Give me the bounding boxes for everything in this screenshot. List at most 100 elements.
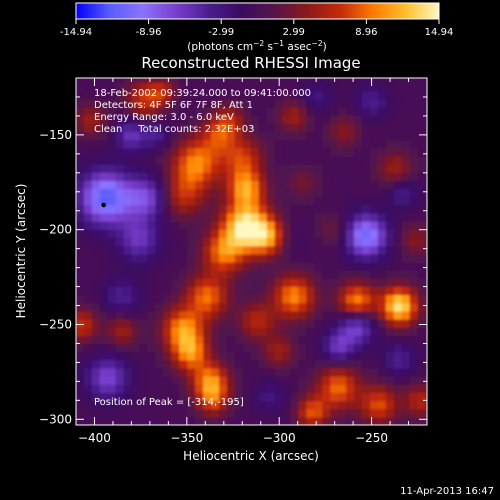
heatmap-cell — [274, 376, 284, 385]
heatmap-cell — [393, 107, 403, 116]
heatmap-cell — [107, 123, 117, 133]
heatmap-cell — [409, 221, 419, 230]
heatmap-cell — [314, 188, 323, 198]
heatmap-cell — [83, 327, 93, 336]
heatmap-cell — [338, 335, 347, 345]
heatmap-cell — [346, 392, 355, 402]
heatmap-cell — [155, 359, 164, 369]
heatmap-cell — [187, 351, 196, 361]
heatmap-cell — [338, 359, 347, 369]
heatmap-cell — [131, 245, 141, 255]
heatmap-cell — [211, 310, 220, 320]
heatmap-cell — [99, 221, 109, 230]
heatmap-cell — [187, 98, 196, 108]
heatmap-cell — [425, 416, 427, 425]
heatmap-cell — [338, 213, 347, 222]
heatmap-cell — [139, 172, 149, 181]
heatmap-cell — [139, 376, 149, 385]
heatmap-cell — [385, 188, 395, 198]
heatmap-cell — [203, 416, 212, 425]
heatmap-cell — [314, 139, 323, 149]
heatmap-cell — [226, 286, 236, 296]
heatmap-cell — [234, 351, 244, 361]
heatmap-cell — [330, 221, 339, 230]
heatmap-cell — [195, 261, 204, 271]
heatmap-cell — [306, 343, 315, 353]
heatmap-cell — [242, 359, 252, 369]
heatmap-cell — [234, 131, 244, 141]
heatmap-cell — [377, 261, 387, 271]
heatmap-cell — [417, 90, 427, 100]
heatmap-cell — [417, 343, 427, 353]
heatmap-cell — [131, 180, 141, 190]
heatmap-cell — [393, 294, 403, 304]
heatmap-cell — [409, 139, 419, 149]
heatmap-cell — [163, 343, 172, 353]
heatmap-cell — [330, 286, 339, 296]
heatmap-cell — [401, 237, 411, 247]
heatmap-cell — [417, 319, 427, 328]
heatmap-cell — [282, 180, 292, 190]
heatmap-cell — [385, 147, 395, 157]
heatmap-cell — [91, 180, 101, 190]
x-tick-label: −400 — [78, 431, 111, 445]
heatmap-cell — [338, 286, 347, 296]
heatmap-cell — [187, 270, 196, 279]
heatmap-cell — [203, 367, 212, 377]
heatmap-cell — [242, 367, 252, 377]
heatmap-cell — [306, 408, 315, 418]
heatmap-cell — [409, 367, 419, 377]
heatmap-cell — [298, 310, 307, 320]
heatmap-cell — [147, 196, 157, 206]
heatmap-cell — [242, 270, 252, 279]
heatmap-cell — [306, 204, 315, 214]
heatmap-cell — [131, 98, 141, 108]
heatmap-cell — [107, 131, 117, 141]
axis-ticks: −400 −350 −300 −250−300−250−200−150 — [39, 77, 428, 445]
heatmap-cell — [203, 359, 212, 369]
heatmap-cell — [274, 327, 284, 336]
heatmap-cell — [99, 367, 109, 377]
heatmap-cell — [314, 213, 323, 222]
heatmap-cell — [401, 351, 411, 361]
heatmap-cell — [131, 384, 141, 393]
heatmap-cell — [218, 98, 228, 108]
heatmap-cell — [163, 131, 172, 141]
heatmap-cell — [83, 172, 93, 181]
heatmap-cell — [369, 343, 379, 353]
heatmap-cell — [425, 343, 427, 353]
heatmap-cell — [346, 131, 355, 141]
heatmap-cell — [234, 392, 244, 402]
heatmap-cell — [274, 359, 284, 369]
heatmap-cell — [306, 107, 315, 116]
heatmap-cell — [83, 351, 93, 361]
heatmap-cell — [274, 408, 284, 418]
heatmap-cell — [266, 392, 276, 402]
heatmap-cell — [314, 261, 323, 271]
heatmap-cell — [354, 90, 363, 100]
heatmap-cell — [107, 82, 117, 92]
heatmap-cell — [338, 90, 347, 100]
heatmap-cell — [179, 115, 188, 124]
heatmap-cell — [401, 278, 411, 287]
heatmap-cell — [179, 253, 188, 263]
heatmap-cell — [147, 229, 157, 239]
heatmap-cell — [354, 139, 363, 149]
heatmap-cell — [266, 384, 276, 393]
heatmap-cell — [322, 78, 331, 84]
heatmap-cell — [290, 155, 300, 165]
heatmap-cell — [377, 327, 387, 336]
heatmap-cell — [163, 172, 172, 181]
heatmap-cell — [187, 164, 196, 173]
heatmap-cell — [282, 294, 292, 304]
heatmap-cell — [123, 213, 133, 222]
heatmap-cell — [425, 196, 427, 206]
heatmap-cell — [282, 123, 292, 133]
heatmap-cell — [290, 319, 300, 328]
heatmap-cell — [258, 155, 268, 165]
heatmap-cell — [377, 343, 387, 353]
heatmap-cell — [91, 261, 101, 271]
heatmap-cell — [155, 408, 164, 418]
heatmap-cell — [83, 408, 93, 418]
heatmap-cell — [417, 123, 427, 133]
